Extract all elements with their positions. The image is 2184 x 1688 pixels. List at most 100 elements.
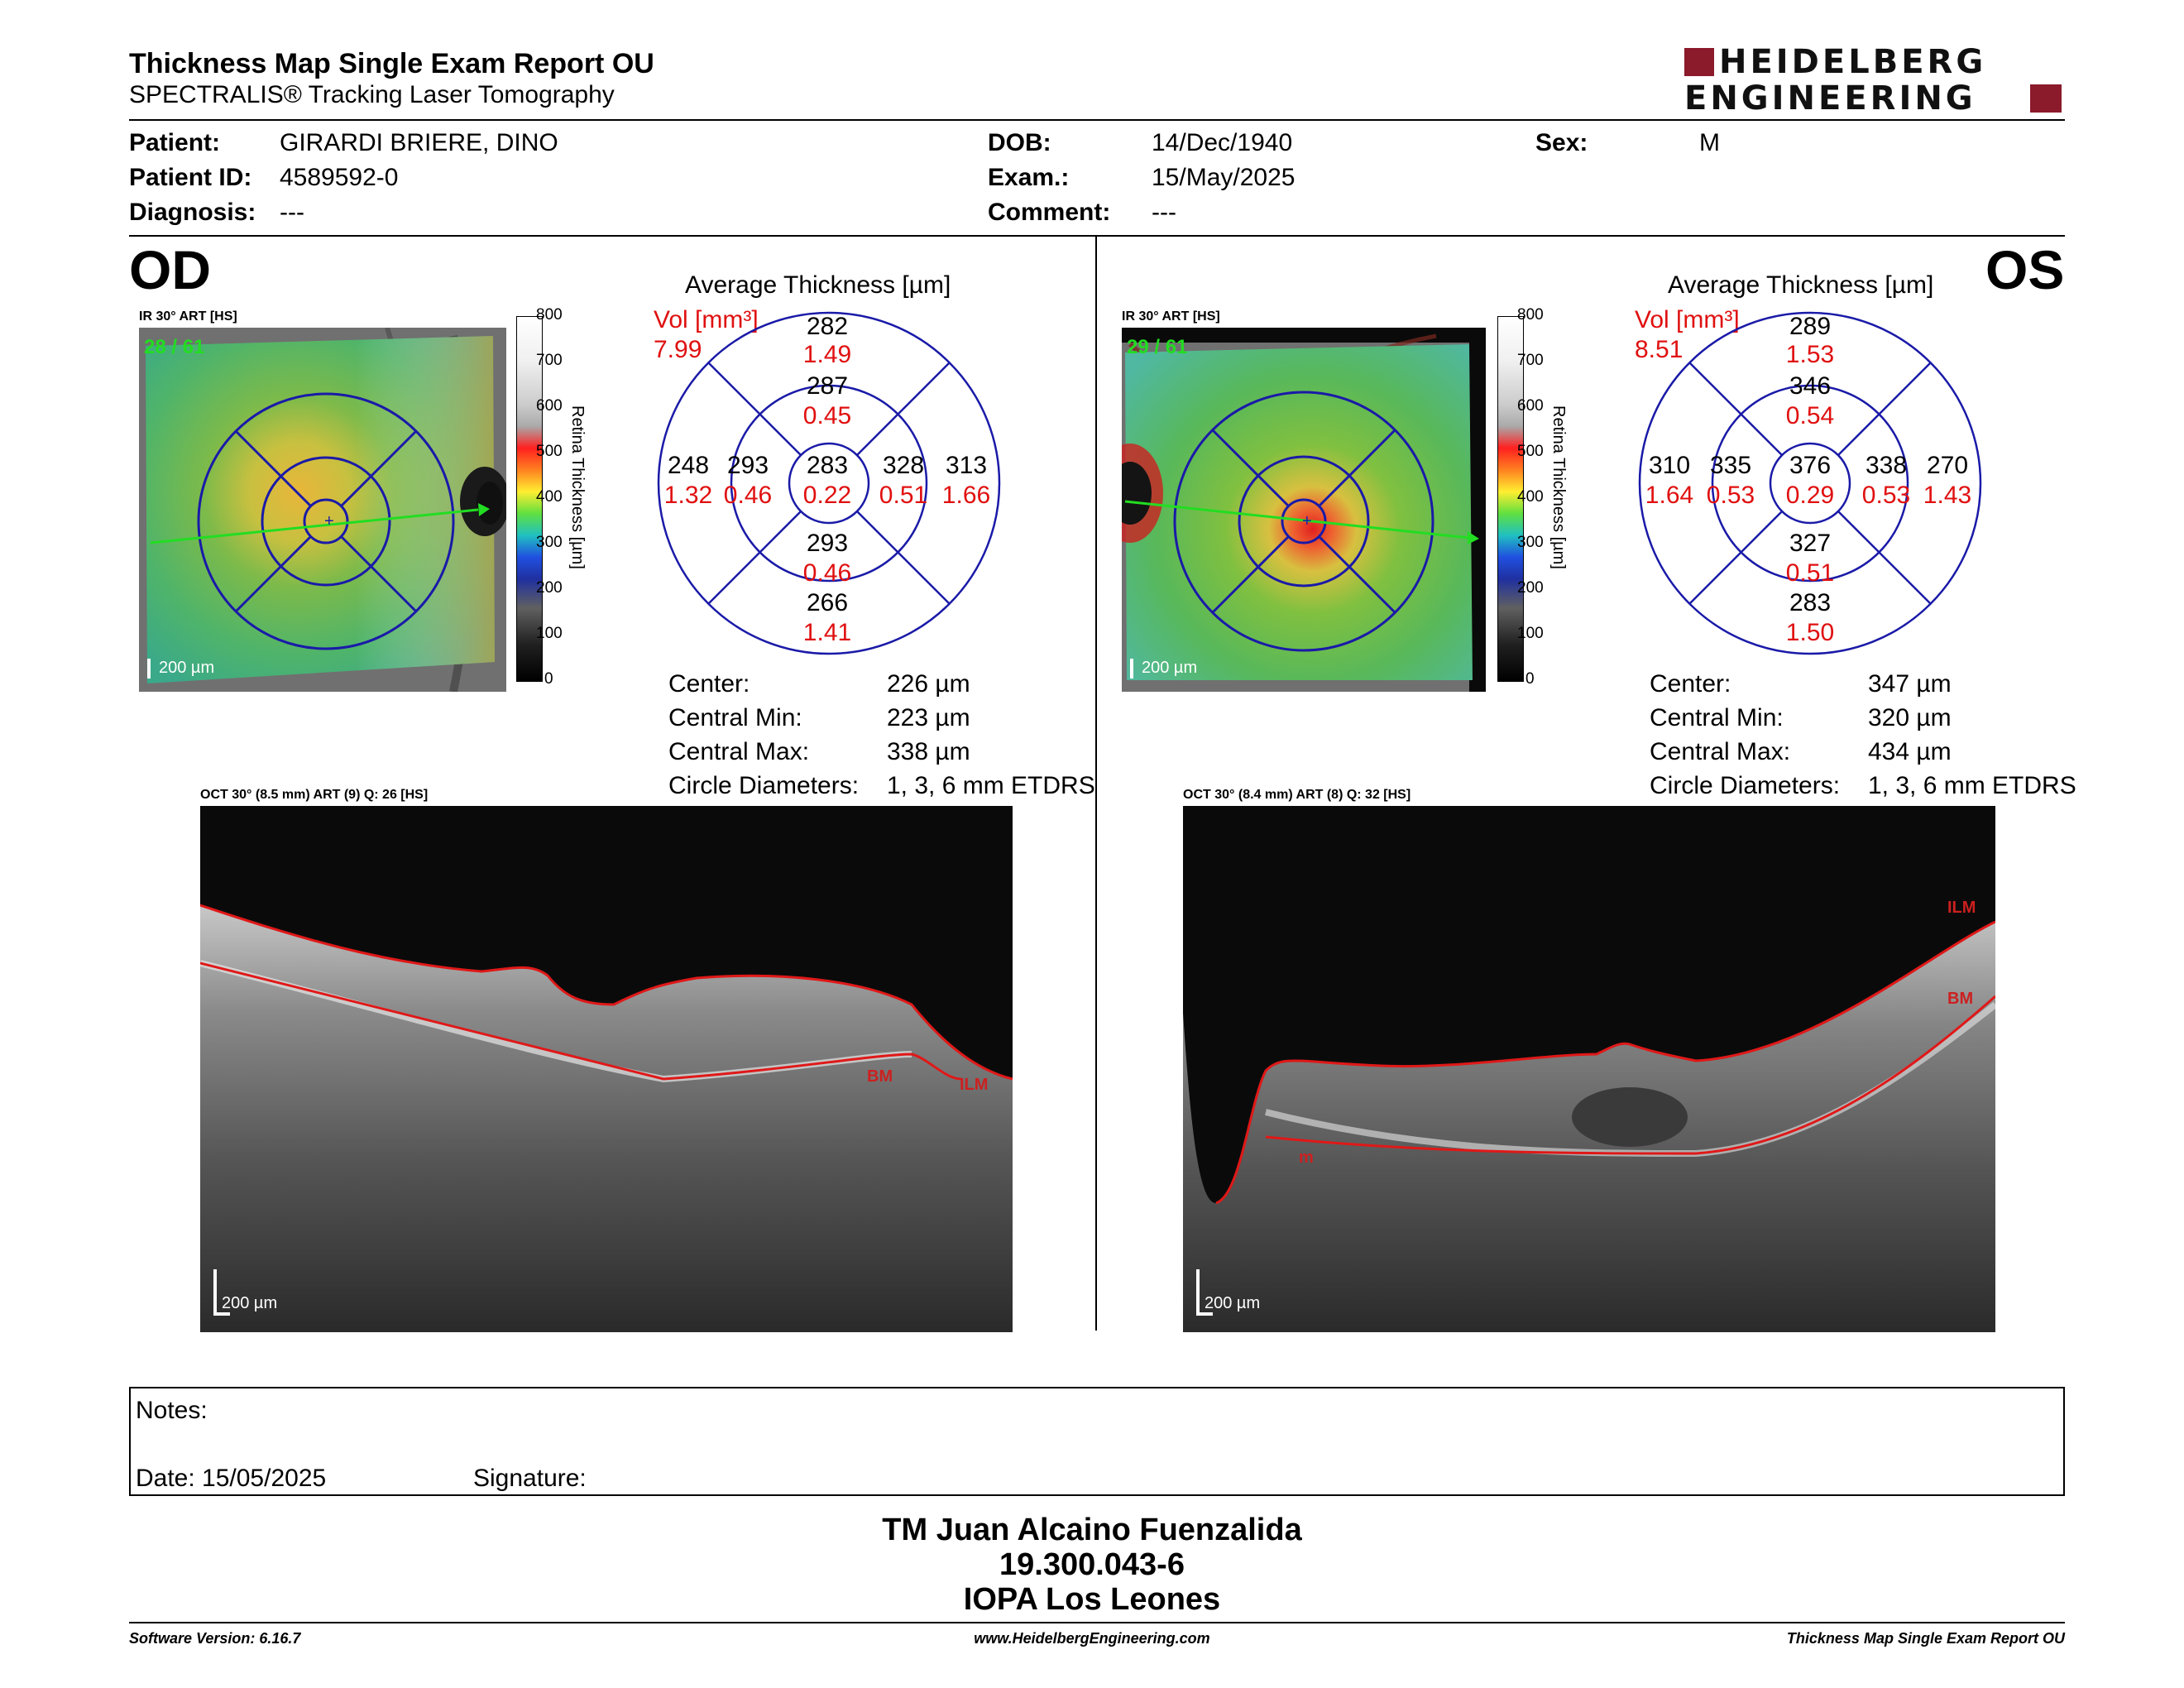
od-circ-stat-label: Circle Diameters: (668, 772, 860, 799)
od-ir-label: IR 30° ART [HS] (139, 309, 237, 324)
os-circ-stat-value: 1, 3, 6 mm ETDRS (1868, 772, 2076, 799)
od-inner-bottom-thickness: 293 (806, 530, 849, 557)
od-oct-scale-label: 200 µm (222, 1294, 278, 1312)
od-inner-right-thickness: 328 (882, 452, 925, 479)
os-outer-right-thickness: 270 (1926, 452, 1969, 479)
od-legend-tick: 600 (536, 397, 563, 415)
software-version: Software Version: 6.16.7 (129, 1630, 301, 1647)
od-oct-bscan: BM ILM 200 µm (200, 806, 1013, 1332)
dob-label: DOB: (988, 129, 1051, 156)
footer-divider (129, 1622, 2065, 1623)
os-avg-title: Average Thickness [µm] (1668, 271, 1934, 299)
os-frame-count: 29 / 61 (1127, 336, 1188, 358)
website-link[interactable]: www.HeidelbergEngineering.com (974, 1630, 1210, 1647)
os-circ-stat-label: Circle Diameters: (1650, 772, 1841, 799)
od-legend-tick: 800 (536, 306, 563, 324)
patient-label: Patient: (129, 129, 221, 156)
od-inner-top-volume: 0.45 (802, 402, 852, 429)
od-thickness-legend-bar (516, 316, 543, 682)
report-title: Thickness Map Single Exam Report OU (129, 48, 654, 79)
patient-id-value: 4589592-0 (280, 164, 399, 191)
os-scale-bar-label: 200 µm (1142, 659, 1198, 677)
od-legend-tick: 500 (536, 443, 563, 460)
od-scale-bar-line (147, 659, 151, 679)
os-oct-scale-foot (1196, 1312, 1213, 1316)
od-center-thickness: 283 (806, 452, 849, 479)
od-oct-label: OCT 30° (8.5 mm) ART (9) Q: 26 [HS] (200, 788, 429, 802)
od-oct-scale-foot (213, 1312, 230, 1316)
od-outer-bottom-thickness: 266 (806, 589, 849, 616)
dob-value: 14/Dec/1940 (1152, 129, 1293, 156)
os-legend-tick: 500 (1517, 443, 1544, 460)
od-outer-left-volume: 1.32 (663, 482, 713, 509)
os-oct-scale-line (1196, 1269, 1200, 1316)
od-outer-right-volume: 1.66 (941, 482, 991, 509)
signatory-org: IOPA Los Leones (963, 1582, 1221, 1617)
os-oct-scale-label: 200 µm (1205, 1294, 1261, 1312)
diagnosis-label: Diagnosis: (129, 199, 256, 226)
logo-red-square-bottom (2030, 84, 2062, 113)
od-fundus-image: + 28 / 61 200 µm (139, 328, 506, 692)
os-inner-bottom-volume: 0.51 (1785, 559, 1835, 587)
od-legend-tick: 100 (536, 625, 563, 642)
date-label: Date: 15/05/2025 (136, 1465, 327, 1492)
os-vol-value: 8.51 (1635, 336, 1684, 363)
od-max-stat-value: 338 µm (887, 738, 970, 765)
os-m-label: m (1299, 1149, 1314, 1167)
svg-text:+: + (1302, 512, 1312, 530)
svg-text:+: + (324, 512, 334, 530)
os-center-volume: 0.29 (1785, 482, 1835, 509)
od-frame-count: 28 / 61 (144, 336, 205, 358)
os-center-stat-label: Center: (1650, 670, 1731, 698)
exam-value: 15/May/2025 (1152, 164, 1296, 191)
od-circ-stat-value: 1, 3, 6 mm ETDRS (887, 772, 1095, 799)
os-outer-top-volume: 1.53 (1785, 341, 1835, 368)
comment-label: Comment: (988, 199, 1111, 226)
os-ir-label: IR 30° ART [HS] (1122, 309, 1220, 324)
od-inner-left-thickness: 293 (726, 452, 769, 479)
od-outer-top-thickness: 282 (806, 313, 849, 340)
os-inner-left-volume: 0.53 (1706, 482, 1755, 509)
os-min-stat-label: Central Min: (1650, 704, 1784, 731)
os-inner-right-thickness: 338 (1865, 452, 1908, 479)
os-fundus-image: + 29 / 61 200 µm (1122, 328, 1486, 692)
od-center-stat-value: 226 µm (887, 670, 970, 698)
od-center-stat-label: Center: (668, 670, 750, 698)
patient-id-label: Patient ID: (129, 164, 252, 191)
logo-line1: HEIDELBERG (1719, 43, 1987, 81)
report-subtitle: SPECTRALIS® Tracking Laser Tomography (129, 81, 615, 108)
od-bm-label: BM (867, 1067, 893, 1086)
od-etdrs-grid (657, 311, 1001, 655)
notes-box[interactable]: Notes: Date: 15/05/2025 Signature: (129, 1387, 2065, 1496)
od-legend-tick: 300 (536, 534, 563, 551)
od-inner-left-volume: 0.46 (723, 482, 773, 509)
od-legend-tick: 0 (544, 670, 553, 688)
od-legend-tick: 700 (536, 352, 563, 369)
os-outer-bottom-volume: 1.50 (1785, 619, 1835, 646)
os-legend-tick: 200 (1517, 579, 1544, 597)
sex-value: M (1699, 129, 1720, 156)
os-inner-left-thickness: 335 (1709, 452, 1752, 479)
od-outer-bottom-volume: 1.41 (802, 619, 852, 646)
os-outer-right-volume: 1.43 (1923, 482, 1972, 509)
signature-label: Signature: (473, 1465, 587, 1492)
signatory-name: TM Juan Alcaino Fuenzalida (882, 1513, 1302, 1547)
header-divider (129, 119, 2065, 121)
od-inner-top-thickness: 287 (806, 372, 849, 400)
os-legend-tick: 400 (1517, 488, 1544, 506)
od-outer-right-thickness: 313 (945, 452, 988, 479)
notes-label: Notes: (136, 1397, 208, 1424)
os-eye-label: OS (1985, 239, 2065, 300)
os-center-stat-value: 347 µm (1868, 670, 1952, 698)
exam-label: Exam.: (988, 164, 1070, 191)
logo-red-square-top (1684, 48, 1714, 76)
eye-divider (1095, 237, 1097, 1331)
od-legend-title: Retina Thickness [µm] (568, 405, 587, 569)
diagnosis-value: --- (280, 199, 304, 226)
logo-line2: ENGINEERING (1684, 79, 1976, 117)
os-min-stat-value: 320 µm (1868, 704, 1952, 731)
od-outer-left-thickness: 248 (667, 452, 710, 479)
od-legend-ticks: 800 700 600 500 400 300 200 100 0 (536, 306, 569, 695)
os-bm-label: BM (1947, 990, 1974, 1008)
os-outer-top-thickness: 289 (1789, 313, 1832, 340)
